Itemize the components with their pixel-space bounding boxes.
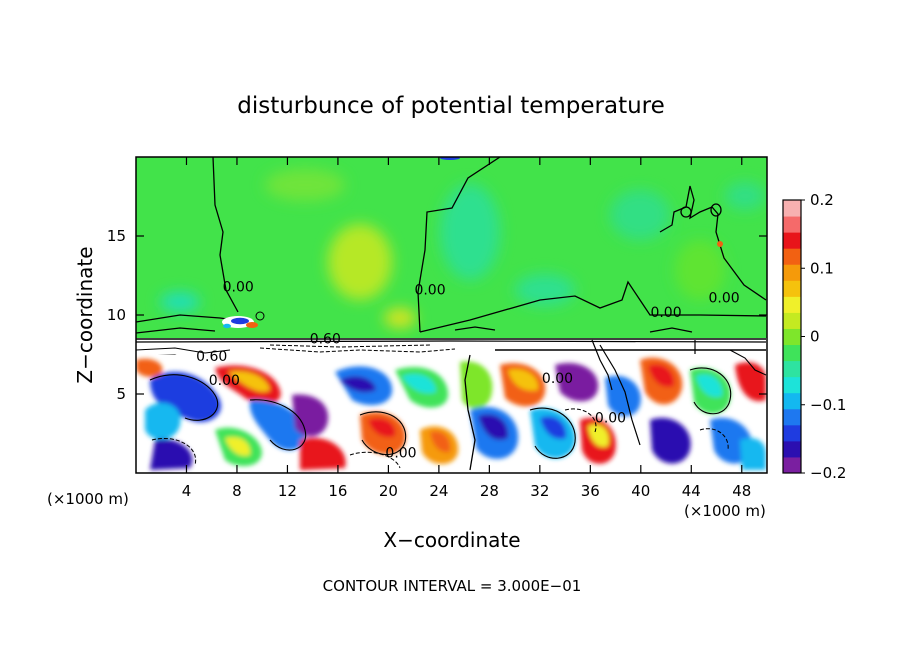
contour-labels: 0.00 0.00 0.00 0.00 0.00 0.00 0.00 0.00 0.60 0.60 (196, 280, 740, 462)
x-tick-label: 40 (631, 482, 650, 500)
anomaly-cluster (222, 311, 265, 329)
contour-line (454, 326, 496, 331)
contour-label: 0.00 (209, 373, 240, 389)
x-tick-label: 32 (530, 482, 549, 500)
contour-line (529, 407, 576, 459)
plot-area (136, 157, 767, 473)
x-tick-label: 48 (732, 482, 751, 500)
x-unit-left: (×1000 m) (47, 490, 129, 508)
cool-patch (725, 182, 765, 210)
colorbar-swatch (783, 344, 801, 362)
x-tick-label: 4 (182, 482, 192, 500)
turbulent-eddies (136, 357, 766, 470)
contour-label: 0.00 (542, 371, 573, 387)
contour-label: 0.60 (196, 349, 227, 365)
contour-line (649, 327, 693, 333)
contour-line (136, 347, 231, 354)
contour-line (599, 344, 641, 446)
y-axis: 5 10 15 (107, 227, 767, 403)
y-axis-label: Z−coordinate (73, 246, 97, 383)
colorbar: 0.2 0.1 0 −0.1 −0.2 (782, 191, 846, 482)
contour-line (464, 354, 476, 471)
colorbar-tick-label: 0.2 (810, 191, 834, 209)
contour-label: 0.00 (223, 280, 254, 296)
warm-patch (265, 169, 345, 201)
cool-patch (610, 190, 670, 240)
x-tick-label: 12 (278, 482, 297, 500)
warm-patch (328, 224, 392, 300)
x-tick-label: 44 (682, 482, 701, 500)
colorbar-swatch (783, 248, 801, 265)
inversion-band (136, 338, 767, 363)
warm-patch (384, 308, 416, 328)
contour-line-dashed (699, 428, 729, 451)
colorbar-swatch (783, 424, 801, 442)
y-tick-label: 15 (107, 227, 126, 245)
colorbar-swatch (783, 360, 801, 378)
colorbar-swatch (783, 440, 801, 458)
warm-patch (675, 240, 725, 300)
contour-line (136, 327, 216, 334)
colorbar-swatch (783, 328, 801, 346)
contour-line (136, 340, 767, 343)
contour-line (419, 280, 767, 333)
x-axis-label: X−coordinate (383, 528, 520, 552)
colorbar-tick-label: −0.1 (810, 396, 846, 414)
contour-interval-footer: CONTOUR INTERVAL = 3.000E−01 (323, 577, 582, 595)
x-tick-label: 28 (480, 482, 499, 500)
contour-line (359, 411, 407, 456)
contour-label: 0.00 (414, 283, 445, 299)
colorbar-swatch (783, 296, 801, 313)
colorbar-swatch (783, 456, 801, 474)
contour-label: 0.00 (709, 291, 740, 307)
colorbar-swatch (783, 280, 801, 297)
colorbar-swatch (783, 312, 801, 329)
cool-patch (440, 184, 500, 280)
colorbar-swatch (783, 264, 801, 281)
chart-title: disturbunce of potential temperature (237, 93, 665, 119)
y-tick-label: 5 (116, 385, 126, 403)
y-tick-label: 10 (107, 306, 126, 324)
x-tick-label: 24 (429, 482, 448, 500)
contour-line-dashed (259, 347, 456, 353)
upper-field (136, 157, 767, 342)
contour-label: 0.00 (385, 445, 416, 461)
contour-line (729, 349, 767, 376)
contour-label: 0.00 (650, 305, 681, 321)
colorbar-swatch (783, 200, 801, 217)
contour-line-dashed (564, 408, 597, 433)
colorbar-swatch (783, 392, 801, 410)
colorbar-tick-label: −0.2 (810, 464, 846, 482)
contour-line (212, 157, 239, 313)
colorbar-tick-label: 0.1 (810, 259, 834, 277)
cool-patch (160, 292, 200, 312)
contour-line (689, 367, 732, 415)
colorbar-swatch (783, 216, 801, 233)
x-axis: 4 8 12 16 20 24 28 32 36 40 44 48 (182, 157, 751, 500)
x-tick-label: 36 (581, 482, 600, 500)
x-unit-right: (×1000 m) (684, 502, 766, 520)
cool-patch (515, 274, 575, 306)
x-tick-label: 16 (328, 482, 347, 500)
contour-label: 0.60 (310, 332, 341, 348)
contour-line (417, 157, 501, 333)
contour-loop (680, 206, 692, 218)
x-tick-label: 8 (232, 482, 242, 500)
colorbar-swatch (783, 408, 801, 426)
lower-field (136, 339, 767, 473)
contour-line (659, 185, 767, 301)
contour-label: 0.00 (595, 411, 626, 427)
colorbar-tick-label: 0 (810, 328, 820, 346)
contour-line-dashed (349, 451, 401, 469)
colorbar-swatch (783, 232, 801, 249)
colorbar-swatch (783, 376, 801, 394)
contour-line-dashed (151, 438, 197, 466)
contour-line (149, 374, 219, 421)
x-tick-label: 20 (379, 482, 398, 500)
contour-loop (710, 203, 722, 217)
contour-line (249, 399, 307, 451)
contour-line (591, 339, 613, 391)
